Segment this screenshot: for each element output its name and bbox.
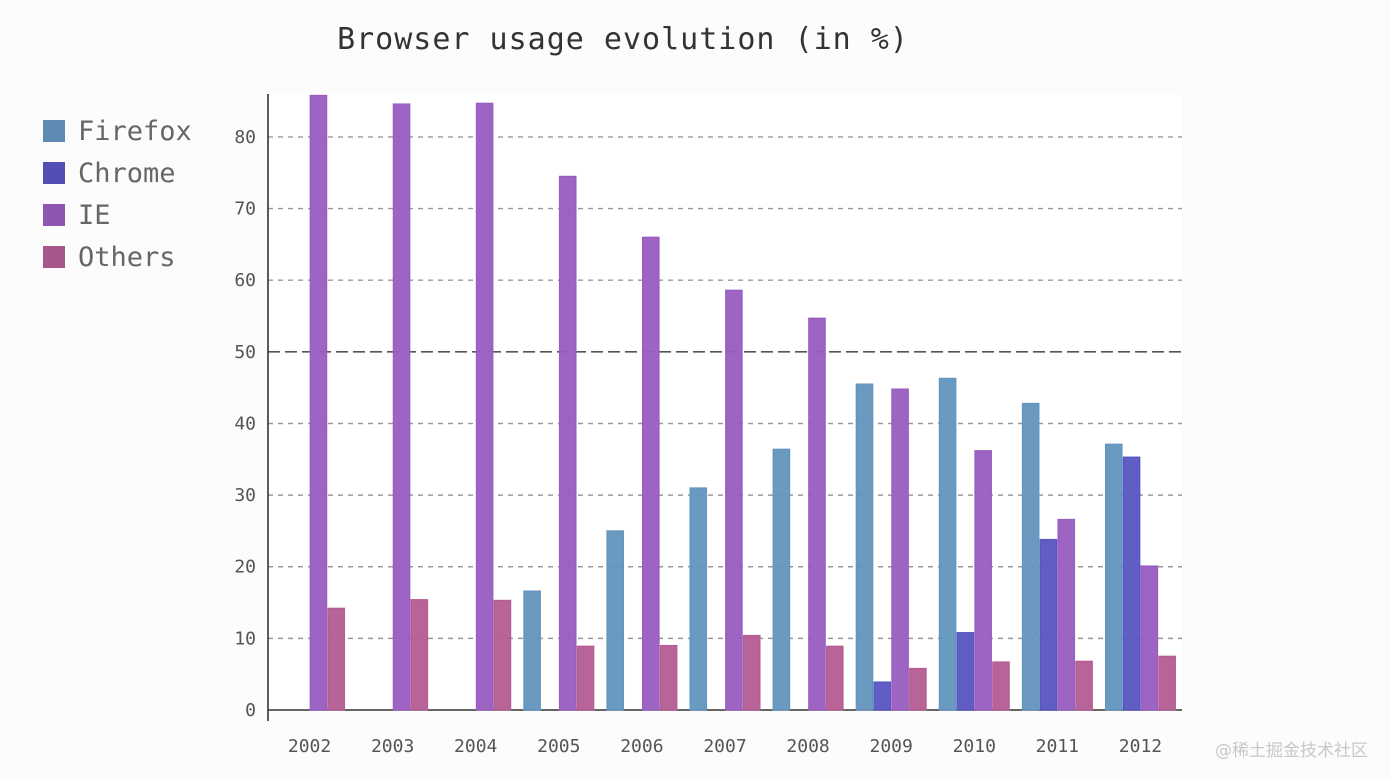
x-tick-label-2006: 2006 — [620, 736, 663, 757]
legend: Firefox Chrome IE Others — [43, 110, 192, 278]
x-tick-label-2010: 2010 — [953, 736, 996, 757]
bar-ie-2009 — [891, 388, 909, 711]
bar-firefox-2007 — [689, 487, 708, 711]
legend-item-others: Others — [43, 236, 192, 278]
bar-firefox-2010 — [938, 377, 957, 711]
bar-firefox-2008 — [772, 448, 791, 711]
legend-swatch-chrome — [43, 162, 65, 184]
y-tick-label-30: 30 — [234, 485, 256, 506]
y-tick-label-10: 10 — [234, 628, 256, 649]
bar-others-2008 — [825, 645, 844, 711]
bar-ie-2003 — [392, 103, 411, 711]
bar-ie-2012 — [1140, 565, 1159, 711]
legend-label-firefox: Firefox — [78, 115, 192, 147]
bar-others-2007 — [742, 634, 761, 711]
y-tick-label-0: 0 — [245, 700, 256, 721]
bar-ie-2006 — [642, 236, 660, 711]
x-tick-label-2007: 2007 — [703, 736, 746, 757]
y-tick-label-50: 50 — [234, 342, 256, 363]
legend-item-firefox: Firefox — [43, 110, 192, 152]
bar-chrome-2009 — [873, 681, 892, 711]
bar-ie-2004 — [475, 102, 494, 711]
bar-firefox-2009 — [855, 383, 874, 711]
bar-others-2011 — [1075, 660, 1093, 711]
x-tick-label-2002: 2002 — [288, 736, 331, 757]
bar-ie-2002 — [309, 94, 328, 711]
bar-ie-2008 — [808, 317, 826, 711]
legend-swatch-others — [43, 246, 65, 268]
legend-label-others: Others — [78, 241, 176, 273]
watermark: @稀土掘金技术社区 — [1215, 741, 1368, 761]
legend-swatch-firefox — [43, 120, 65, 142]
legend-item-chrome: Chrome — [43, 152, 192, 194]
legend-label-ie: IE — [78, 199, 111, 231]
bar-ie-2011 — [1057, 518, 1076, 711]
y-tick-label-80: 80 — [234, 127, 256, 148]
bar-others-2010 — [992, 661, 1010, 711]
bar-chrome-2011 — [1039, 538, 1058, 711]
bar-firefox-2005 — [523, 590, 541, 711]
x-tick-label-2011: 2011 — [1036, 736, 1079, 757]
bar-ie-2005 — [558, 175, 577, 711]
y-tick-label-70: 70 — [234, 199, 256, 220]
bar-chrome-2010 — [956, 632, 975, 711]
bar-firefox-2012 — [1104, 443, 1123, 711]
bar-firefox-2011 — [1021, 402, 1040, 711]
bar-ie-2010 — [974, 450, 992, 711]
legend-swatch-ie — [43, 204, 65, 226]
x-tick-label-2005: 2005 — [537, 736, 580, 757]
bar-chrome-2012 — [1122, 456, 1141, 711]
bar-firefox-2006 — [606, 530, 625, 711]
y-tick-label-40: 40 — [234, 413, 256, 434]
y-tick-label-60: 60 — [234, 270, 256, 291]
x-tick-label-2012: 2012 — [1119, 736, 1162, 757]
bar-others-2006 — [659, 644, 678, 711]
bar-others-2005 — [576, 645, 595, 711]
legend-label-chrome: Chrome — [78, 157, 176, 189]
x-tick-label-2009: 2009 — [870, 736, 913, 757]
x-tick-label-2004: 2004 — [454, 736, 497, 757]
bar-others-2012 — [1158, 655, 1176, 711]
bar-others-2003 — [410, 599, 429, 711]
x-tick-label-2003: 2003 — [371, 736, 414, 757]
bar-ie-2007 — [725, 289, 743, 711]
bar-others-2009 — [909, 667, 927, 711]
y-tick-label-20: 20 — [234, 557, 256, 578]
bar-others-2002 — [327, 607, 346, 711]
chart-title: Browser usage evolution (in %) — [337, 22, 909, 57]
x-tick-label-2008: 2008 — [786, 736, 829, 757]
bar-others-2004 — [493, 599, 512, 711]
legend-item-ie: IE — [43, 194, 192, 236]
